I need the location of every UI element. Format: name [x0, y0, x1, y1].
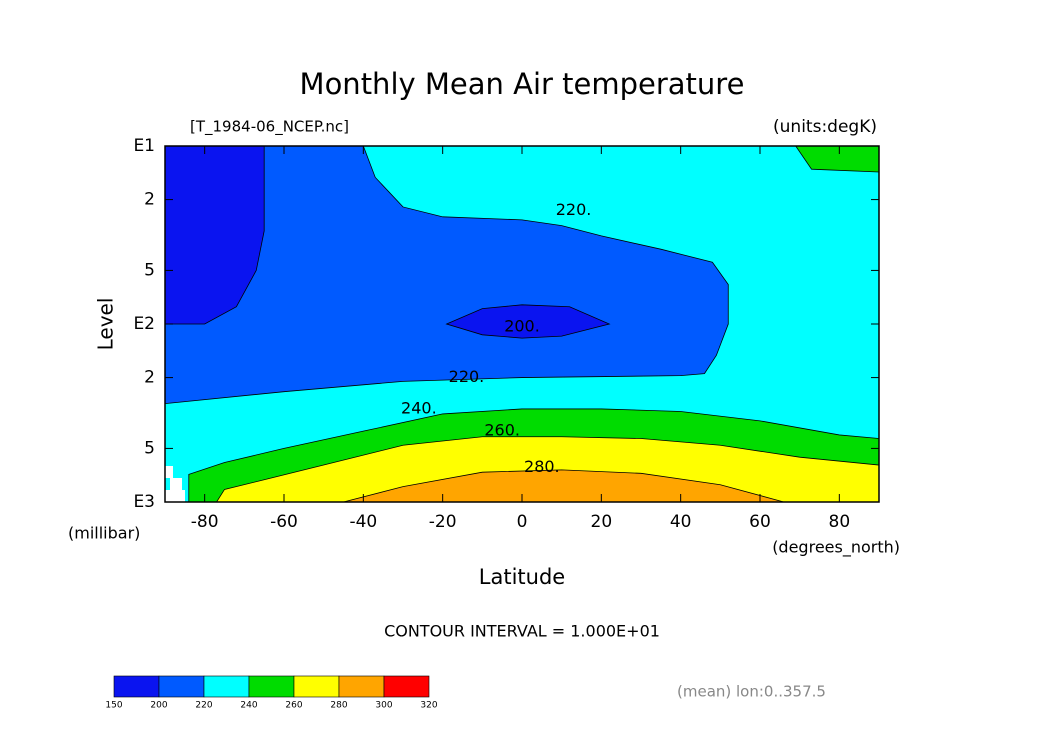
- x-unit-label: (degrees_north): [772, 538, 900, 558]
- contour-region: [165, 146, 879, 502]
- colorbar-segment: [113, 675, 160, 698]
- colorbar-label: 260: [285, 701, 302, 711]
- contour-label: 220.: [556, 200, 592, 219]
- missing-cell: [170, 478, 182, 490]
- x-tick-label: -80: [191, 512, 219, 532]
- colorbar-segment: [383, 675, 430, 698]
- colorbar-label: 300: [375, 701, 392, 711]
- colorbar-label: 320: [420, 701, 437, 711]
- mean-label: (mean) lon:0..357.5: [677, 683, 826, 701]
- colorbar-segment: [158, 675, 205, 698]
- contour-region: [445, 304, 611, 339]
- file-label: [T_1984-06_NCEP.nc]: [190, 118, 349, 137]
- colorbar-segment: [203, 675, 250, 698]
- contour-label: 200.: [504, 317, 540, 336]
- contour-label: 220.: [449, 367, 485, 386]
- x-axis-label: Latitude: [479, 565, 565, 589]
- contour-interval: CONTOUR INTERVAL = 1.000E+01: [384, 622, 660, 641]
- y-axis-label: Level: [94, 298, 118, 351]
- y-tick-label: 5: [144, 260, 155, 280]
- y-tick-label: 2: [144, 190, 155, 210]
- x-tick-label: -40: [349, 512, 377, 532]
- colorbar-label: 220: [195, 701, 212, 711]
- x-tick-label: 40: [670, 512, 692, 532]
- units-label: (units:degK): [773, 117, 877, 137]
- chart-title: Monthly Mean Air temperature: [300, 67, 745, 101]
- colorbar-segment: [293, 675, 340, 698]
- colorbar-segment: [338, 675, 385, 698]
- x-tick-label: 20: [591, 512, 613, 532]
- missing-cell: [165, 490, 185, 502]
- x-tick-label: 0: [517, 512, 528, 532]
- contour-label: 260.: [484, 421, 520, 440]
- x-tick-label: 80: [829, 512, 851, 532]
- colorbar-label: 280: [330, 701, 347, 711]
- x-tick-label: -20: [429, 512, 457, 532]
- contour-region: [795, 146, 879, 173]
- y-tick-label: E2: [133, 314, 155, 334]
- colorbar-label: 150: [105, 701, 122, 711]
- y-tick-label: 5: [144, 438, 155, 458]
- y-unit-label: (millibar): [68, 524, 140, 543]
- y-tick-label: 2: [144, 368, 155, 388]
- contour-label: 280.: [524, 457, 560, 476]
- colorbar-label: 240: [240, 701, 257, 711]
- x-tick-label: 60: [749, 512, 771, 532]
- missing-cell: [165, 466, 173, 478]
- contour-region: [343, 469, 784, 502]
- colorbar-label: 200: [150, 701, 167, 711]
- colorbar-segment: [248, 675, 295, 698]
- x-tick-label: -60: [270, 512, 298, 532]
- y-tick-label: E3: [133, 492, 155, 512]
- y-tick-label: E1: [133, 136, 155, 156]
- contour-label: 240.: [401, 398, 437, 417]
